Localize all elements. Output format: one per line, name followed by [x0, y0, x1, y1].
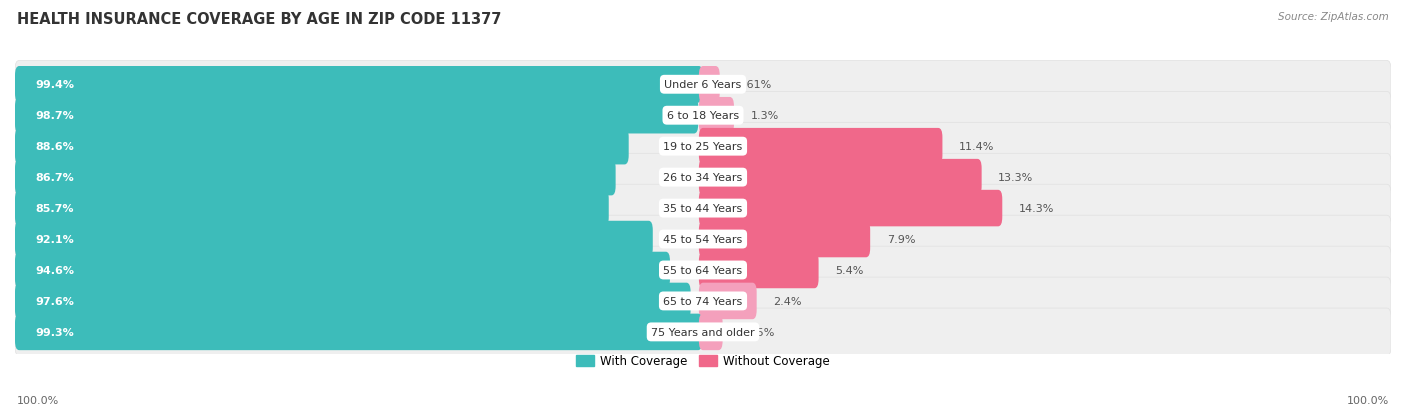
Text: 100.0%: 100.0%	[1347, 395, 1389, 405]
Legend: With Coverage, Without Coverage: With Coverage, Without Coverage	[572, 350, 834, 372]
Text: 7.9%: 7.9%	[887, 235, 915, 244]
Text: 100.0%: 100.0%	[17, 395, 59, 405]
FancyBboxPatch shape	[15, 159, 616, 196]
Text: 14.3%: 14.3%	[1019, 204, 1054, 214]
Text: 6 to 18 Years: 6 to 18 Years	[666, 111, 740, 121]
FancyBboxPatch shape	[699, 128, 942, 165]
Text: Under 6 Years: Under 6 Years	[665, 80, 741, 90]
FancyBboxPatch shape	[699, 221, 870, 258]
FancyBboxPatch shape	[15, 314, 703, 350]
FancyBboxPatch shape	[699, 314, 723, 350]
Text: 11.4%: 11.4%	[959, 142, 994, 152]
Text: 0.75%: 0.75%	[740, 327, 775, 337]
Text: 2.4%: 2.4%	[773, 296, 801, 306]
FancyBboxPatch shape	[15, 123, 1391, 171]
Text: 26 to 34 Years: 26 to 34 Years	[664, 173, 742, 183]
FancyBboxPatch shape	[699, 98, 734, 134]
Text: 85.7%: 85.7%	[35, 204, 75, 214]
FancyBboxPatch shape	[15, 247, 1391, 294]
Text: 65 to 74 Years: 65 to 74 Years	[664, 296, 742, 306]
FancyBboxPatch shape	[699, 283, 756, 319]
Text: HEALTH INSURANCE COVERAGE BY AGE IN ZIP CODE 11377: HEALTH INSURANCE COVERAGE BY AGE IN ZIP …	[17, 12, 502, 27]
Text: 55 to 64 Years: 55 to 64 Years	[664, 265, 742, 275]
Text: Source: ZipAtlas.com: Source: ZipAtlas.com	[1278, 12, 1389, 22]
FancyBboxPatch shape	[699, 190, 1002, 227]
Text: 1.3%: 1.3%	[751, 111, 779, 121]
FancyBboxPatch shape	[15, 190, 609, 227]
Text: 99.4%: 99.4%	[35, 80, 75, 90]
Text: 19 to 25 Years: 19 to 25 Years	[664, 142, 742, 152]
FancyBboxPatch shape	[15, 61, 1391, 109]
FancyBboxPatch shape	[15, 252, 671, 289]
Text: 99.3%: 99.3%	[35, 327, 75, 337]
FancyBboxPatch shape	[15, 98, 699, 134]
Text: 92.1%: 92.1%	[35, 235, 75, 244]
FancyBboxPatch shape	[15, 185, 1391, 233]
Text: 97.6%: 97.6%	[35, 296, 75, 306]
Text: 94.6%: 94.6%	[35, 265, 75, 275]
FancyBboxPatch shape	[15, 221, 652, 258]
FancyBboxPatch shape	[15, 128, 628, 165]
Text: 0.61%: 0.61%	[737, 80, 772, 90]
Text: 5.4%: 5.4%	[835, 265, 863, 275]
FancyBboxPatch shape	[699, 252, 818, 289]
Text: 86.7%: 86.7%	[35, 173, 75, 183]
FancyBboxPatch shape	[15, 283, 690, 319]
Text: 45 to 54 Years: 45 to 54 Years	[664, 235, 742, 244]
FancyBboxPatch shape	[699, 159, 981, 196]
Text: 88.6%: 88.6%	[35, 142, 75, 152]
FancyBboxPatch shape	[15, 216, 1391, 263]
Text: 35 to 44 Years: 35 to 44 Years	[664, 204, 742, 214]
FancyBboxPatch shape	[15, 278, 1391, 325]
Text: 98.7%: 98.7%	[35, 111, 75, 121]
FancyBboxPatch shape	[15, 92, 1391, 140]
FancyBboxPatch shape	[15, 67, 703, 103]
FancyBboxPatch shape	[15, 154, 1391, 202]
FancyBboxPatch shape	[15, 309, 1391, 356]
FancyBboxPatch shape	[699, 67, 720, 103]
Text: 13.3%: 13.3%	[998, 173, 1033, 183]
Text: 75 Years and older: 75 Years and older	[651, 327, 755, 337]
